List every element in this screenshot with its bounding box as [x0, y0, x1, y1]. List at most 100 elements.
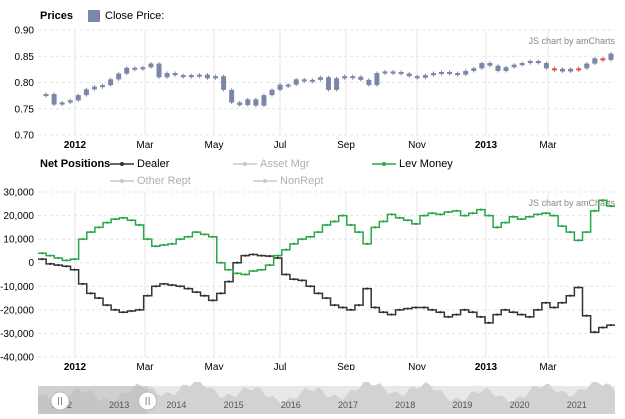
dealer-point — [504, 308, 507, 312]
scrollbar-left-grip[interactable] — [50, 391, 70, 411]
price-chart: 0.90 0.85 0.80 0.75 0.70 2012 Mar May Jul Sep Nov 2… — [15, 26, 616, 152]
price-candle — [535, 60, 541, 64]
lev-money-point — [292, 242, 296, 246]
dealer-point — [89, 292, 93, 295]
scrollbar-year-label: 2021 — [567, 400, 587, 410]
legend-item-lev-money[interactable]: Lev Money — [372, 158, 453, 170]
price-candle — [543, 63, 549, 69]
dealer-point — [512, 311, 515, 314]
price-candle — [91, 86, 97, 90]
price-candle — [261, 95, 267, 106]
lev-money-series-line — [38, 199, 615, 276]
price-candle — [67, 100, 73, 103]
dealer-point — [390, 313, 393, 316]
price-candle — [245, 99, 251, 106]
lev-money-point — [528, 215, 531, 218]
legend-item-other-rept[interactable]: Other Rept — [110, 175, 191, 187]
dealer-point — [479, 315, 483, 319]
lev-money-point — [138, 223, 141, 227]
lev-money-point — [154, 245, 158, 248]
price-candle — [600, 58, 606, 61]
price-candle — [269, 89, 275, 96]
dealer-point — [292, 278, 296, 281]
close-price-legend-label[interactable]: Close Price: — [105, 10, 165, 22]
dealer-point — [65, 265, 68, 268]
lev-money-point — [105, 221, 109, 224]
lev-money-point — [406, 219, 409, 222]
legend-item-dealer[interactable]: Dealer — [110, 158, 169, 170]
lev-money-point — [365, 242, 369, 246]
price-candle — [334, 78, 340, 90]
dealer-point — [57, 263, 60, 267]
lev-money-point — [300, 237, 304, 241]
price-candle — [213, 76, 219, 79]
price-candle — [390, 71, 396, 74]
lev-money-point — [447, 210, 450, 214]
dealer-point — [455, 313, 458, 316]
price-xtick-label: 2013 — [475, 140, 498, 151]
lev-money-point — [235, 272, 239, 275]
net-ytick-label: 0 — [28, 258, 34, 269]
price-candle — [422, 75, 428, 78]
price-candle — [317, 77, 323, 80]
dealer-point — [48, 262, 52, 266]
price-candle — [455, 73, 461, 76]
lev-money-point — [609, 204, 613, 208]
lev-money-point — [504, 221, 507, 224]
dealer-point — [170, 283, 174, 287]
net-xtick-label: Jul — [274, 362, 287, 370]
lev-money-point — [73, 257, 76, 261]
net-ytick-label: 30,000 — [3, 188, 34, 199]
lev-money-point — [536, 213, 539, 216]
dealer-point — [195, 290, 198, 294]
lev-money-point — [114, 217, 117, 221]
dealer-point — [187, 287, 190, 290]
price-candle — [172, 73, 178, 76]
net-ytick-label: 10,000 — [3, 235, 34, 246]
lev-money-point — [40, 252, 44, 255]
lev-money-point — [122, 216, 125, 220]
lev-money-point — [252, 269, 255, 273]
net-ytick-label: -10,000 — [0, 282, 34, 293]
price-xtick-label: Mar — [136, 140, 154, 151]
dealer-point — [382, 311, 385, 314]
dealer-point — [577, 286, 580, 289]
price-candle — [463, 70, 469, 75]
price-ytick-label: 0.80 — [15, 78, 35, 89]
lev-money-point — [333, 220, 336, 223]
scrollbar-year-label: 2014 — [166, 400, 186, 410]
dealer-point — [552, 306, 556, 309]
lev-money-point — [146, 237, 149, 241]
dealer-point — [528, 315, 531, 319]
price-candle — [204, 74, 210, 79]
date-range-scrollbar[interactable]: 2012201320142015201620172018201920202021 — [0, 382, 625, 419]
price-candle — [59, 102, 65, 105]
price-xtick-label: 2012 — [64, 140, 87, 151]
close-price-legend-marker[interactable] — [88, 10, 101, 22]
lev-money-point — [317, 230, 320, 234]
legend-item-nonrept[interactable]: NonRept — [253, 175, 323, 187]
lev-money-point — [48, 254, 52, 257]
dealer-point — [138, 308, 141, 312]
scrollbar-right-grip[interactable] — [138, 391, 158, 411]
lev-money-point — [81, 237, 84, 241]
dealer-point — [585, 314, 588, 317]
dealer-point — [357, 303, 361, 307]
legend-item-asset-mgr[interactable]: Asset Mgr — [233, 158, 310, 170]
dealer-point — [439, 311, 442, 314]
dealer-point — [447, 315, 450, 319]
dealer-legend-label: Dealer — [137, 158, 170, 170]
price-candle — [100, 85, 106, 88]
lev-money-point — [374, 226, 377, 229]
dealer-point — [179, 285, 182, 288]
lev-money-point — [495, 226, 499, 229]
lev-money-point — [414, 222, 418, 226]
price-candle — [568, 68, 574, 72]
price-candle — [398, 72, 404, 74]
dealer-point — [268, 254, 271, 258]
dealer-point — [252, 253, 255, 256]
lev-money-point — [170, 242, 174, 246]
dealer-point — [97, 296, 101, 300]
price-candle — [301, 79, 307, 82]
lev-money-point — [284, 248, 288, 251]
